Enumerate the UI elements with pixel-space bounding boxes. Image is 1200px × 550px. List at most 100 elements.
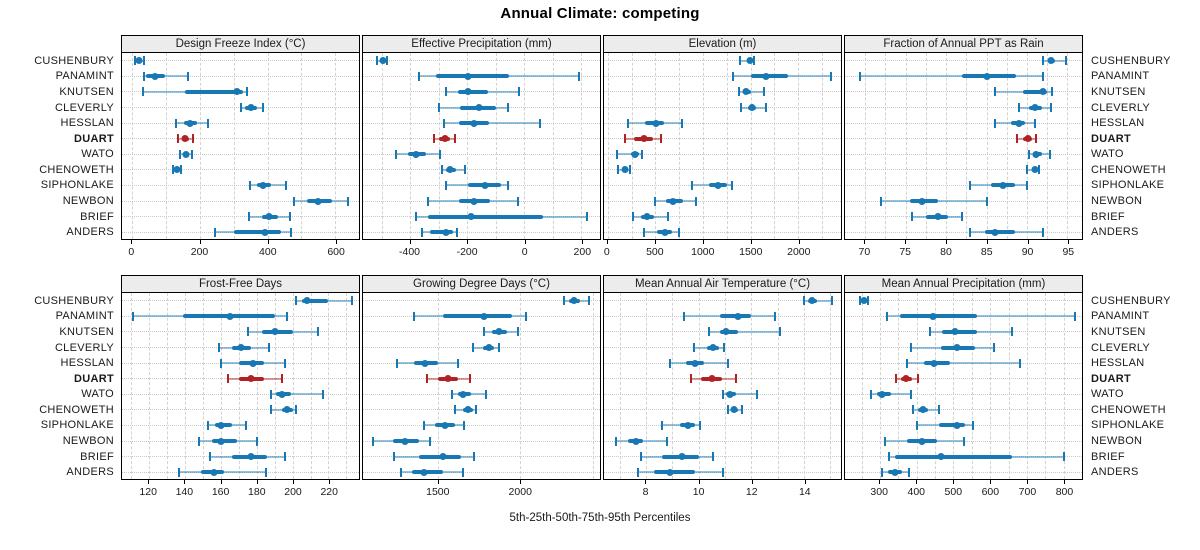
whisker-cap [412,311,415,321]
site-label-right: CUSHENBURY [1091,54,1171,67]
grid-line [148,293,150,479]
row-guide [604,107,841,109]
panel-effective-precipitation-mm: Effective Precipitation (mm) -400 -200 0 200 [362,35,601,266]
median-dot [678,453,686,461]
whisker-cap [464,165,467,175]
axis-tick [751,480,753,484]
whisker-cap [316,327,319,337]
axis-tick-label: 10 [692,486,705,498]
row-guide [363,378,600,380]
site-label-left: WATO [81,388,114,401]
median-dot [303,297,311,305]
whisker-cap [207,420,210,430]
whisker-cap [753,56,756,66]
median-dot [481,181,489,189]
panel-plot-area [603,293,842,480]
percentile-range-5-95 [907,362,1020,365]
grid-line [1026,53,1028,239]
median-dot [485,344,493,352]
whisker-cap [1016,134,1019,144]
whisker-cap [176,134,179,144]
row-guide [363,424,600,426]
grid-line [971,293,973,479]
axis-tick [524,240,526,244]
row-guide [363,347,600,349]
whisker-cap [143,56,145,66]
whisker-cap [689,374,692,384]
median-dot [631,150,639,158]
whisker-cap [690,180,693,190]
median-dot [247,375,255,383]
axis-tick [220,480,222,484]
median-dot [951,328,959,336]
whisker-cap [726,405,729,415]
axis-tick [1027,480,1029,484]
axis-tick-label: 600 [327,246,345,258]
whisker-cap [992,343,995,353]
grid-line [631,53,633,239]
axis-tick-label: 800 [1055,486,1074,498]
whisker-cap [708,327,711,337]
whisker-cap [739,56,742,66]
axis-tick-label: 0 [521,246,528,258]
whisker-cap [911,405,914,415]
axis-tick [267,240,269,244]
site-label-right: KNUTSEN [1091,85,1146,98]
axis-tick [990,480,992,484]
row-guide [122,122,359,124]
whisker-cap [867,296,870,306]
whisker-cap [295,405,298,415]
median-dot [247,453,255,461]
axis-tick-label: 90 [1021,246,1034,258]
whisker-cap [284,452,287,462]
median-dot [261,228,269,236]
axis-tick [131,240,133,244]
whisker-cap [755,389,758,399]
median-dot [1031,166,1039,174]
whisker-cap [869,389,872,399]
whisker-cap [473,452,476,462]
row-guide [845,91,1082,93]
whisker-cap [764,103,767,113]
row-guide [845,362,1082,364]
whisker-cap [774,311,777,321]
row-guide [122,216,359,218]
median-dot [918,437,926,445]
median-dot [934,213,942,221]
whisker-cap [284,358,287,368]
axis-tick [879,480,881,484]
axis-tick [1027,240,1029,244]
grid-line [328,293,330,479]
row-guide [845,184,1082,186]
site-label-left: BRIEF [80,210,114,223]
median-dot [929,312,937,320]
whisker-cap [639,452,642,462]
median-dot [412,150,420,158]
median-dot [902,375,910,383]
whisker-cap [680,118,683,128]
whisker-cap [1025,165,1028,175]
median-dot [643,213,651,221]
whisker-cap [1042,71,1045,81]
site-label-left: CUSHENBURY [34,54,114,67]
panel-strip-label: Fraction of Annual PPT as Rain [844,35,1083,53]
row-guide [604,200,841,202]
whisker-cap [917,374,920,384]
grid-line [898,293,900,479]
whisker-cap [1073,311,1076,321]
grid-line [751,293,753,479]
whisker-cap [731,180,734,190]
grid-line [966,53,968,239]
axis-tick [336,240,338,244]
whisker-cap [268,343,271,353]
median-dot [891,468,899,476]
grid-line [166,53,167,239]
median-dot [467,213,475,221]
whisker-cap [910,389,913,399]
median-dot [226,312,234,320]
median-dot [860,297,868,305]
row-guide [363,231,600,233]
median-dot [464,406,472,414]
row-guide [122,393,359,395]
whisker-cap [969,227,972,237]
